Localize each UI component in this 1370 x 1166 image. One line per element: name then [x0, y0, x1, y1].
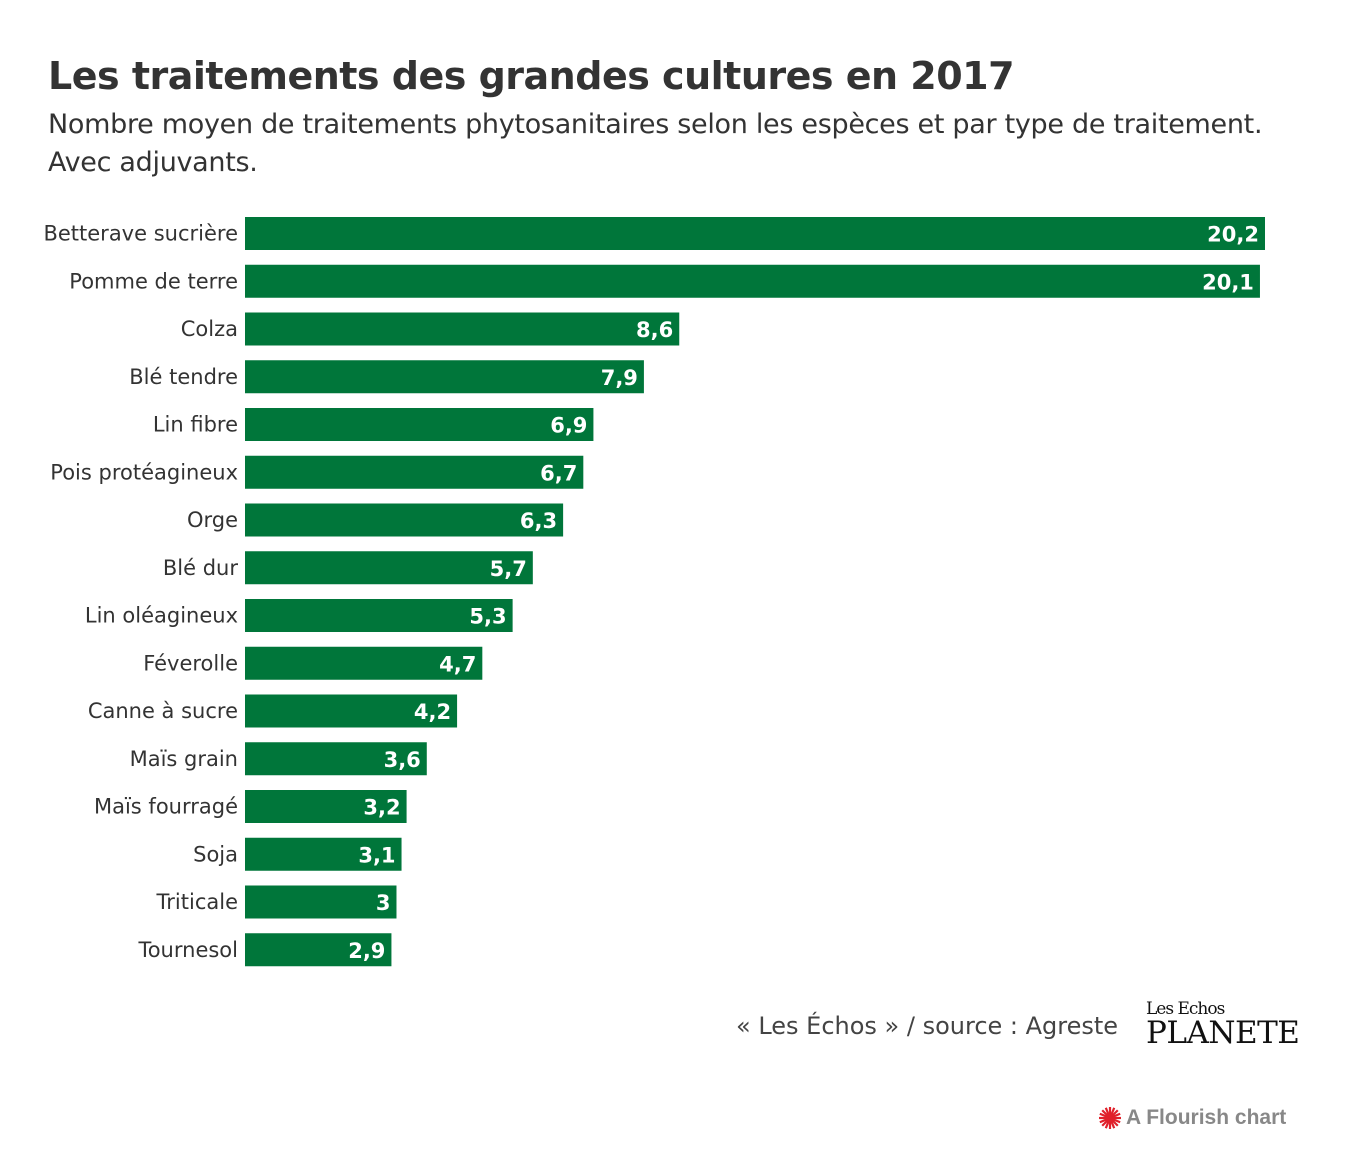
value-label: 5,3 — [469, 605, 506, 629]
category-label: Orge — [187, 508, 238, 532]
logo-line-1: Les Echos — [1146, 999, 1225, 1019]
category-label: Féverolle — [143, 651, 238, 675]
flourish-credit-link[interactable]: A Flourish chart — [1098, 1106, 1286, 1130]
value-label: 20,2 — [1207, 223, 1259, 247]
category-label: Blé tendre — [129, 365, 238, 389]
value-label: 3 — [376, 891, 391, 915]
category-label: Lin oléagineux — [85, 604, 238, 628]
bar[interactable] — [245, 408, 594, 441]
category-label: Colza — [181, 317, 238, 341]
bar[interactable] — [245, 742, 427, 776]
value-label: 5,7 — [490, 557, 527, 581]
bar[interactable] — [245, 312, 680, 346]
category-label: Pois protéagineux — [50, 460, 238, 484]
category-label: Tournesol — [137, 938, 238, 962]
value-label: 7,9 — [601, 366, 638, 390]
category-label: Pomme de terre — [69, 269, 238, 293]
flourish-star-icon — [1099, 1107, 1121, 1129]
value-label: 6,7 — [540, 461, 577, 485]
bar[interactable] — [245, 599, 513, 632]
bar[interactable] — [245, 837, 402, 871]
value-label: 2,9 — [348, 939, 385, 963]
bar[interactable] — [245, 360, 644, 394]
value-label: 20,1 — [1202, 270, 1254, 294]
value-label: 4,2 — [414, 700, 451, 724]
value-label: 6,9 — [550, 414, 587, 438]
bar[interactable] — [245, 646, 483, 680]
category-label: Triticale — [156, 890, 238, 914]
category-label: Blé dur — [163, 556, 238, 580]
bar[interactable] — [245, 551, 533, 585]
value-label: 3,1 — [358, 843, 395, 867]
value-label: 8,6 — [636, 318, 673, 342]
bar[interactable] — [245, 933, 392, 967]
les-echos-planete-logo: Les Echos PLANETE — [1146, 999, 1300, 1051]
flourish-credit-text: A Flourish chart — [1126, 1106, 1287, 1129]
category-label: Lin fibre — [153, 413, 238, 437]
bar-chart: Betterave sucrière 20,2 Pomme de terre 20,1… — [43, 217, 1265, 967]
bar[interactable] — [245, 264, 1260, 298]
category-label: Soja — [193, 842, 238, 866]
value-label: 6,3 — [520, 509, 557, 533]
chart-subtitle: Nombre moyen de traitements phytosanitai… — [48, 109, 1263, 178]
value-label: 3,2 — [363, 796, 400, 820]
category-label: Maïs fourragé — [94, 795, 238, 819]
logo-line-2: PLANETE — [1146, 1015, 1300, 1051]
value-label: 4,7 — [439, 652, 476, 676]
category-label: Canne à sucre — [88, 699, 238, 723]
source-note: « Les Échos » / source : Agreste — [736, 1012, 1119, 1040]
value-label: 3,6 — [384, 748, 421, 772]
category-label: Betterave sucrière — [43, 222, 238, 246]
bar[interactable] — [245, 217, 1265, 250]
bar[interactable] — [245, 790, 407, 823]
bar[interactable] — [245, 503, 564, 537]
bar[interactable] — [245, 694, 458, 728]
category-label: Maïs grain — [130, 747, 238, 771]
chart-title: Les traitements des grandes cultures en … — [48, 54, 1015, 98]
bar[interactable] — [245, 455, 584, 489]
bar[interactable] — [245, 885, 397, 919]
